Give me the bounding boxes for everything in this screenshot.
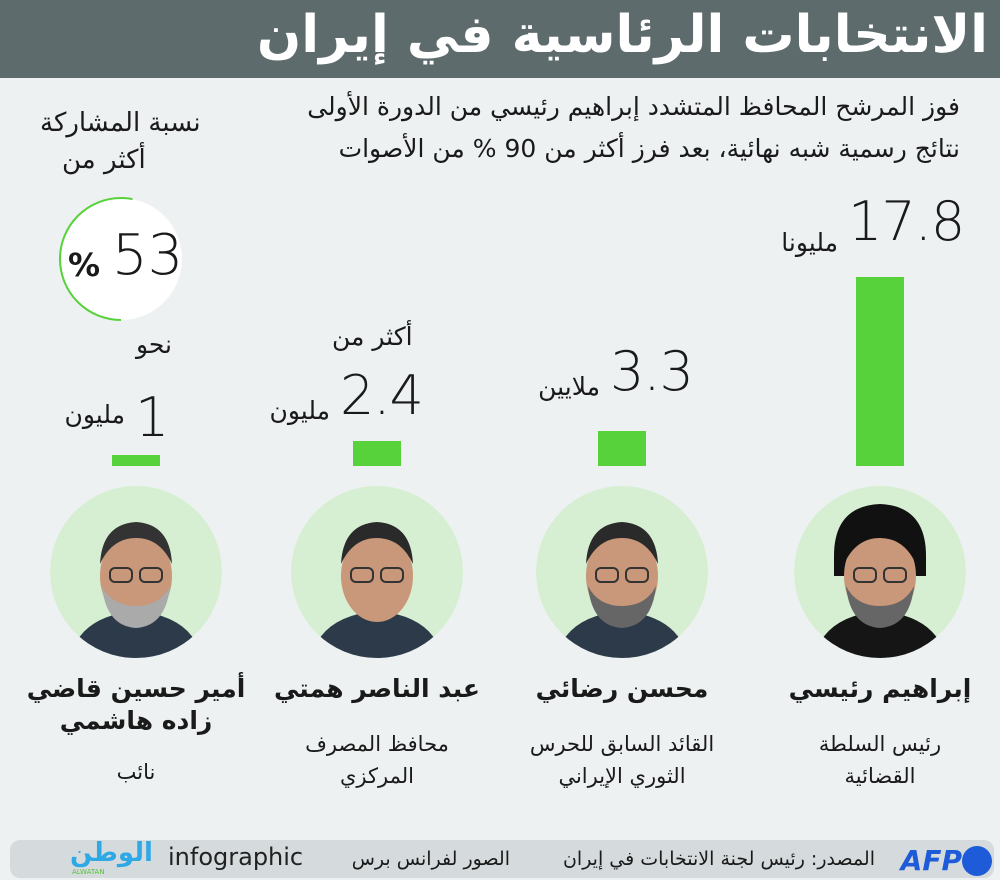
value-label: 2.4 bbox=[340, 364, 424, 427]
bar-3 bbox=[112, 455, 160, 466]
bar-0 bbox=[856, 277, 904, 466]
unit-label: مليونا bbox=[781, 228, 838, 257]
candidate-description: القائد السابق للحرس bbox=[529, 732, 715, 756]
candidate-description: المركزي bbox=[340, 764, 414, 788]
footer-bar bbox=[10, 840, 994, 878]
candidate-name: محسن رضائي bbox=[535, 674, 709, 703]
value-label: 1 bbox=[135, 386, 169, 449]
candidate-photo bbox=[291, 486, 463, 658]
participation-prefix: أكثر من bbox=[62, 145, 146, 175]
candidate-name-line2: زاده هاشمي bbox=[59, 706, 213, 735]
candidate-name: إبراهيم رئيسي bbox=[788, 674, 972, 703]
afp-logo-dot-icon bbox=[962, 846, 992, 876]
header-band: الانتخابات الرئاسية في إيران bbox=[0, 0, 1000, 78]
unit-label: ملايين bbox=[538, 372, 600, 401]
candidate-description: القضائية bbox=[844, 764, 916, 788]
candidate-photo bbox=[536, 486, 708, 658]
subtitle-line-2: نتائج رسمية شبه نهائية، بعد فرز أكثر من … bbox=[338, 134, 960, 163]
participation-arc bbox=[59, 197, 183, 321]
photo-credit: الصور لفرانس برس bbox=[351, 848, 510, 870]
subtitle-line-1: فوز المرشح المحافظ المتشدد إبراهيم رئيسي… bbox=[307, 92, 960, 121]
prefix-label: أكثر من bbox=[332, 322, 413, 351]
alwatan-logo: الوطن bbox=[70, 838, 153, 868]
candidate-description: الثوري الإيراني bbox=[558, 764, 686, 788]
bar-2 bbox=[353, 440, 401, 466]
candidate-name: أمير حسين قاضي bbox=[26, 674, 246, 703]
participation-gauge bbox=[59, 197, 183, 321]
alwatan-logo-en: ALWATAN bbox=[72, 868, 105, 876]
unit-label: مليون bbox=[269, 396, 331, 425]
candidate-description: نائب bbox=[116, 760, 156, 784]
prefix-label: نحو bbox=[136, 330, 173, 359]
participation-value: 53 bbox=[112, 223, 184, 288]
candidate-name: عبد الناصر همتي bbox=[274, 674, 480, 703]
participation-percent-sign: % bbox=[68, 246, 101, 284]
candidate-photo bbox=[794, 486, 966, 658]
value-label: 17.8 bbox=[848, 190, 965, 253]
afp-logo: AFP bbox=[900, 844, 962, 877]
candidate-description: رئيس السلطة bbox=[818, 732, 942, 756]
bar-1 bbox=[598, 430, 646, 466]
unit-label: مليون bbox=[64, 400, 126, 429]
candidate-description: محافظ المصرف bbox=[305, 732, 449, 756]
participation-label: نسبة المشاركة bbox=[40, 108, 201, 138]
source-text: المصدر: رئيس لجنة الانتخابات في إيران bbox=[562, 848, 875, 870]
candidate-photo bbox=[50, 486, 222, 658]
infographic-label: infographic bbox=[168, 843, 304, 871]
value-label: 3.3 bbox=[610, 340, 694, 403]
page-title: الانتخابات الرئاسية في إيران bbox=[256, 5, 988, 65]
